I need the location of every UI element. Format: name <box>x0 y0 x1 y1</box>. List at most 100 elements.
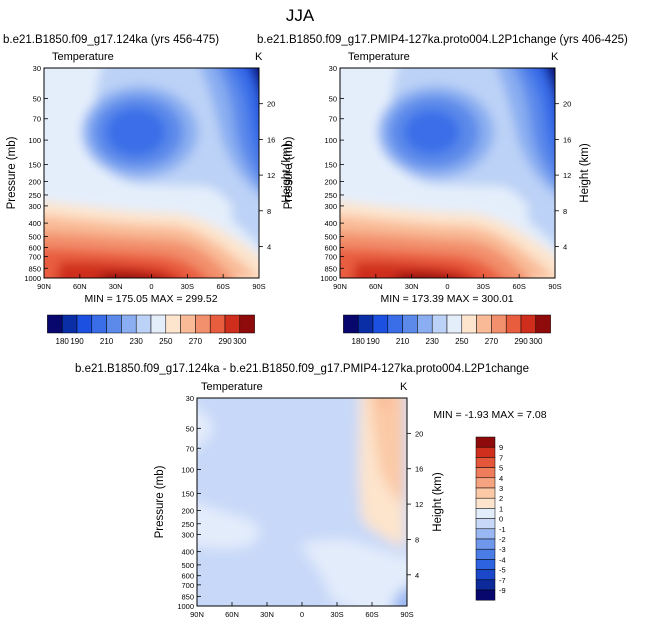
y-tick-label: 850 <box>324 264 337 273</box>
colorbar-label: -2 <box>499 535 506 544</box>
panel-3-plot-area <box>197 398 407 606</box>
colorbar-label: 7 <box>499 453 503 462</box>
y2-tick-label: 20 <box>267 100 275 109</box>
y-tick-label: 250 <box>324 191 337 200</box>
colorbar-label: 190 <box>70 337 84 346</box>
panel-2-ylabel: Pressure (mb) <box>283 136 295 209</box>
y-tick-label: 1000 <box>177 602 194 611</box>
panel-3-light-mid <box>197 502 260 549</box>
panel-2-variable-label: Temperature <box>348 51 410 63</box>
y2-tick-label: 8 <box>267 207 271 216</box>
x-tick-label: 30S <box>181 282 194 291</box>
colorbar-label: 290 <box>514 337 528 346</box>
panel-2-y2label: Height (km) <box>579 143 591 203</box>
panel-3-ylabel: Pressure (mb) <box>154 465 166 538</box>
colorbar-swatch <box>475 569 496 581</box>
panel-1-south-cold-4 <box>244 68 259 121</box>
panel-3-variable-label: Temperature <box>201 381 263 393</box>
colorbar-swatch <box>417 314 433 334</box>
y-tick-label: 50 <box>329 95 337 104</box>
y2-tick-label: 16 <box>563 135 571 144</box>
colorbar-swatch <box>372 314 389 334</box>
colorbar-swatch <box>343 314 359 334</box>
y-tick-label: 30 <box>186 394 194 403</box>
y2-tick-label: 16 <box>267 135 275 144</box>
colorbar-swatch <box>165 314 181 334</box>
colorbar-swatch <box>135 314 152 334</box>
colorbar-label: 210 <box>396 337 410 346</box>
colorbar-swatch <box>239 314 255 334</box>
x-tick-label: 0 <box>300 610 304 619</box>
colorbar-swatch <box>475 548 496 560</box>
y2-tick-label: 12 <box>267 171 275 180</box>
y-tick-label: 500 <box>324 232 337 241</box>
colorbar-swatch <box>475 538 496 550</box>
colorbar-swatch <box>106 314 122 334</box>
y-tick-label: 70 <box>329 115 337 124</box>
colorbar-swatch <box>505 314 522 334</box>
y2-tick-label: 20 <box>415 429 423 438</box>
y-tick-label: 250 <box>181 520 194 529</box>
x-tick-label: 60N <box>369 282 383 291</box>
y-tick-label: 200 <box>324 178 337 187</box>
panel-3-units-label: K <box>400 381 408 393</box>
panel-3-title: b.e21.B1850.f09_g17.124ka - b.e21.B1850.… <box>75 363 529 375</box>
panel-3-light-west <box>197 407 213 448</box>
colorbar-swatch <box>475 518 496 530</box>
x-tick-label: 90N <box>190 610 204 619</box>
colorbar-label: 3 <box>499 484 503 493</box>
y2-tick-label: 4 <box>563 243 567 252</box>
panel-2-core-3 <box>404 110 460 154</box>
y-tick-label: 200 <box>181 507 194 516</box>
panel-2-band-darkest <box>396 273 453 278</box>
colorbar-swatch <box>475 457 496 468</box>
colorbar-label: 300 <box>233 337 247 346</box>
y-tick-label: 50 <box>33 95 41 104</box>
y-tick-label: 700 <box>28 253 41 262</box>
y-tick-label: 100 <box>28 136 41 145</box>
panel-1-band-deepred <box>56 262 181 278</box>
y-tick-label: 250 <box>28 191 41 200</box>
panel-1-ylabel: Pressure (mb) <box>6 136 18 209</box>
panel-3-light-south <box>300 539 407 606</box>
colorbar-swatch <box>224 314 241 334</box>
colorbar-swatch <box>475 477 496 489</box>
y2-tick-label: 20 <box>563 100 571 109</box>
y-tick-label: 400 <box>324 219 337 228</box>
colorbar-swatch <box>475 467 496 479</box>
colorbar-swatch <box>476 314 492 334</box>
y2-tick-label: 4 <box>267 243 271 252</box>
y-tick-label: 400 <box>181 548 194 557</box>
panel-2-min-max: MIN = 173.39 MAX = 300.01 <box>380 293 513 305</box>
x-tick-label: 30S <box>477 282 490 291</box>
colorbar-swatch <box>475 436 496 448</box>
colorbar-swatch <box>475 487 496 499</box>
colorbar-swatch <box>475 589 496 601</box>
y2-tick-label: 8 <box>415 535 419 544</box>
panel-3-y2label: Height (km) <box>432 472 444 532</box>
y-tick-label: 100 <box>324 136 337 145</box>
panel-1-min-max: MIN = 175.05 MAX = 299.52 <box>84 293 217 305</box>
panel-1-variable-label: Temperature <box>52 51 114 63</box>
panel-3-cool-corner <box>393 587 407 606</box>
colorbar-swatch <box>47 314 63 334</box>
panel-2: b.e21.B1850.f09_g17.PMIP4-127ka.proto004… <box>257 34 628 346</box>
y-tick-label: 400 <box>28 219 41 228</box>
colorbar-label: 9 <box>499 443 503 452</box>
y-tick-label: 100 <box>181 465 194 474</box>
y-tick-label: 700 <box>181 581 194 590</box>
y-tick-label: 300 <box>181 531 194 540</box>
colorbar-swatch <box>475 446 496 458</box>
x-tick-label: 60S <box>512 282 525 291</box>
y-tick-label: 1000 <box>24 274 41 283</box>
y-tick-label: 700 <box>324 253 337 262</box>
panel-1-units-label: K <box>255 51 263 63</box>
colorbar-swatch <box>121 314 137 334</box>
panel-3-axes: 3050701001502002503004005006007008501000… <box>177 394 423 619</box>
panel-2-title: b.e21.B1850.f09_g17.PMIP4-127ka.proto004… <box>257 34 628 46</box>
panel-1-south-cold-5 <box>251 68 259 90</box>
colorbar-swatch <box>61 314 78 334</box>
colorbar-label: 290 <box>218 337 232 346</box>
colorbar-swatch <box>491 314 507 334</box>
panel-1-plot-area <box>44 68 259 278</box>
